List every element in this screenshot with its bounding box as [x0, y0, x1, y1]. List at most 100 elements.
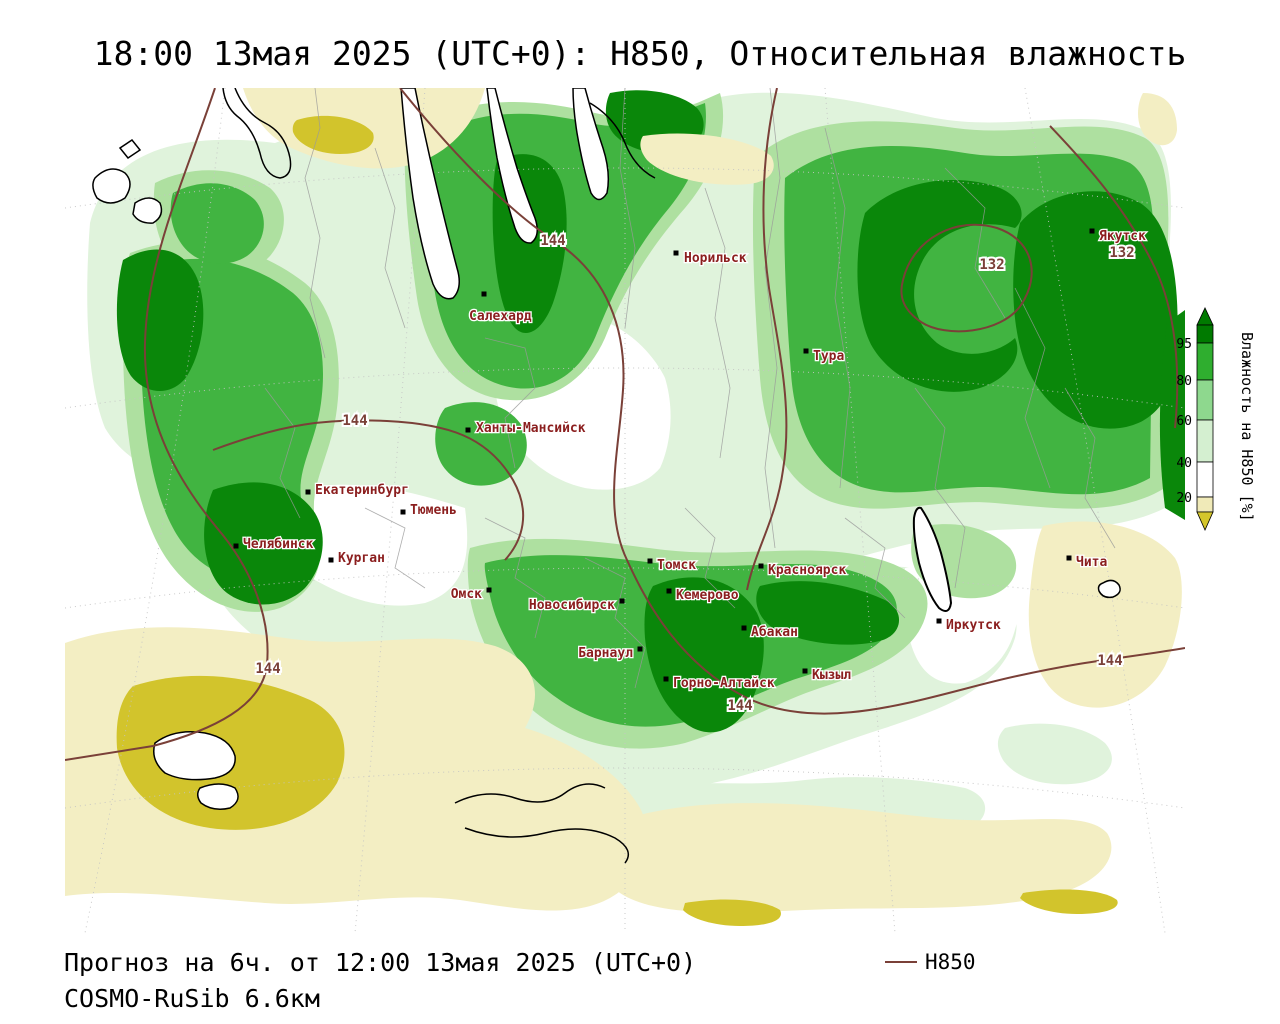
humidity-map: 144 132 132 144 144 144 144 Норильск Салехард Яку… — [65, 88, 1185, 933]
arctic-island — [92, 168, 131, 204]
city-dot — [465, 427, 471, 433]
city-label: Тюмень — [410, 503, 457, 518]
city-dot — [233, 543, 239, 549]
yenisei-estuary — [572, 88, 610, 201]
small-lake — [1097, 579, 1121, 599]
arctic-island — [118, 138, 142, 160]
north-coast — [589, 102, 656, 179]
city-marker: Горно-Алтайск — [663, 675, 776, 692]
city-marker: Новосибирск — [528, 597, 625, 614]
city-marker: Тюмень — [400, 502, 458, 519]
h850-legend-label: H850 — [925, 950, 976, 974]
steppe-lake — [197, 783, 239, 810]
city-dot — [1066, 555, 1072, 561]
colorbar-tick: 20 — [1176, 491, 1192, 506]
city-dot — [305, 489, 311, 495]
colorbar-segment — [1196, 419, 1214, 463]
city-label: Салехард — [469, 309, 532, 324]
city-label: Курган — [338, 551, 385, 566]
city-label: Тура — [813, 349, 844, 364]
city-label: Якутск — [1099, 229, 1146, 244]
yamal-coast — [222, 88, 292, 179]
contour-value-label: 132 — [1109, 245, 1134, 261]
contour-value-label: 144 — [540, 233, 565, 249]
ob-gulf — [400, 88, 460, 300]
river — [454, 783, 606, 804]
colorbar-tick: 60 — [1176, 414, 1192, 429]
contour-value-label: 132 — [979, 257, 1004, 273]
city-marker: Кемерово — [666, 587, 740, 604]
city-label: Екатеринбург — [315, 483, 409, 498]
city-dot — [647, 558, 653, 564]
city-marker: Омск — [449, 586, 492, 603]
city-marker: Якутск — [1089, 228, 1147, 245]
lake-baikal — [912, 506, 953, 613]
city-dot — [936, 618, 942, 624]
colorbar-axis-label: Влажность на H850 [%] — [1238, 332, 1256, 522]
city-marker: Кызыл — [802, 667, 853, 684]
city-marker: Курган — [328, 550, 386, 567]
city-label: Томск — [657, 558, 696, 573]
city-dot — [803, 348, 809, 354]
colorbar-tick: 40 — [1176, 456, 1192, 471]
city-label: Кызыл — [812, 668, 851, 683]
colorbar-segment — [1196, 496, 1214, 513]
city-label: Ханты-Мансийск — [476, 421, 586, 436]
city-label: Абакан — [751, 625, 798, 640]
city-label: Норильск — [684, 251, 747, 266]
forecast-info: Прогноз на 6ч. от 12:00 13мая 2025 (UTC+… — [64, 948, 697, 977]
admin-boundaries — [264, 88, 1116, 689]
city-marker: Абакан — [741, 624, 799, 641]
city-marker: Норильск — [673, 250, 748, 267]
city-label: Чита — [1076, 555, 1107, 570]
colorbar-segment — [1196, 379, 1214, 421]
colorbar-scale: 95 80 60 40 20 — [1176, 307, 1214, 531]
h850-legend-line — [885, 961, 917, 963]
city-marker: Иркутск — [936, 617, 1002, 634]
river — [464, 827, 630, 864]
colorbar-segment — [1196, 342, 1214, 381]
colorbar-arrow-bottom — [1196, 511, 1214, 531]
city-dot — [1089, 228, 1095, 234]
city-label: Барнаул — [578, 646, 633, 661]
h850-contours — [65, 88, 1185, 761]
city-marker: Барнаул — [577, 645, 643, 662]
city-dot — [758, 563, 764, 569]
city-dot — [328, 557, 334, 563]
colorbar: 95 80 60 40 20 Влажность на H850 [%] — [1176, 307, 1256, 531]
contour-value-label: 144 — [342, 413, 367, 429]
city-marker: Екатеринбург — [305, 482, 410, 499]
h850-legend: H850 — [885, 950, 976, 974]
city-marker: Салехард — [468, 291, 533, 325]
steppe-lake — [153, 731, 236, 781]
city-marker: Чита — [1066, 554, 1109, 571]
city-marker: Ханты-Мансийск — [465, 420, 587, 437]
city-dot — [486, 587, 492, 593]
city-label: Иркутск — [946, 618, 1001, 633]
city-marker: Тура — [803, 348, 846, 365]
city-dot — [663, 676, 669, 682]
contour-value-label: 144 — [1097, 653, 1122, 669]
city-label: Новосибирск — [529, 598, 615, 613]
city-marker: Челябинск — [233, 536, 315, 553]
colorbar-arrow-top — [1196, 307, 1214, 326]
model-info: COSMO-RuSib 6.6км — [64, 984, 320, 1013]
city-dot — [481, 291, 487, 297]
arctic-island — [132, 197, 163, 224]
city-marker: Красноярск — [758, 562, 848, 579]
city-dot — [637, 646, 643, 652]
contour-value-label: 144 — [727, 698, 752, 714]
colorbar-segment — [1196, 461, 1214, 498]
city-label: Горно-Алтайск — [673, 676, 775, 691]
city-label: Омск — [451, 587, 482, 602]
map-overlay: 144 132 132 144 144 144 144 Норильск Салехард Яку… — [233, 228, 1147, 716]
colorbar-segment — [1196, 324, 1214, 344]
city-dot — [400, 509, 406, 515]
contour-value-label: 144 — [255, 661, 280, 677]
city-dot — [666, 588, 672, 594]
city-label: Челябинск — [243, 537, 314, 552]
city-label: Красноярск — [768, 563, 846, 578]
city-dot — [802, 668, 808, 674]
city-marker: Томск — [647, 557, 698, 574]
city-dot — [741, 625, 747, 631]
